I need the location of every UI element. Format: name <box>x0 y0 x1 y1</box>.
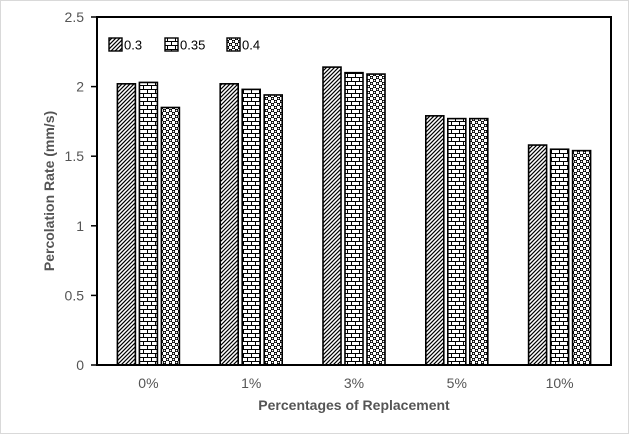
bar-0.4-3% <box>366 73 386 366</box>
bar-0.35-3% <box>344 71 364 366</box>
legend-label-0.4: 0.4 <box>242 38 260 53</box>
y-axis-ticks: 0 0.5 1 1.5 2 2.5 <box>65 9 97 373</box>
legend: 0.3 0.35 0.4 <box>108 37 260 53</box>
x-tick-label: 10% <box>546 375 574 391</box>
bar-0.35-1% <box>241 88 261 366</box>
y-tick-label: 2 <box>76 79 84 95</box>
bar-0.3-3% <box>322 66 342 366</box>
bar-0.3-1% <box>219 83 239 366</box>
legend-swatch-0.3 <box>108 37 123 52</box>
y-tick-label: 0 <box>76 357 84 373</box>
y-tick-label: 2.5 <box>65 9 85 25</box>
bar-0.35-0% <box>138 81 159 366</box>
x-tick-label: 0% <box>138 375 158 391</box>
x-axis-ticks: 0% 1% 3% 5% 10% <box>138 375 573 391</box>
bar-0.4-0% <box>160 106 181 366</box>
bar-0.3-5% <box>424 115 445 366</box>
bar-0.4-1% <box>263 94 284 366</box>
plot-area <box>96 16 612 366</box>
bar-0.4-10% <box>571 149 592 366</box>
y-tick-label: 1 <box>76 218 84 234</box>
x-tick-label: 3% <box>344 375 364 391</box>
bar-0.35-5% <box>446 117 467 366</box>
y-axis-title: Percolation Rate (mm/s) <box>41 111 57 271</box>
bar-0.4-5% <box>468 117 489 366</box>
x-axis-title: Percentages of Replacement <box>258 397 450 413</box>
bars-group <box>116 66 592 366</box>
y-tick-label: 1.5 <box>65 148 85 164</box>
legend-swatch-0.35 <box>164 37 179 52</box>
bar-0.3-10% <box>527 144 548 366</box>
x-tick-label: 5% <box>447 375 467 391</box>
legend-label-0.3: 0.3 <box>124 38 142 53</box>
y-tick-label: 0.5 <box>65 287 85 303</box>
legend-swatch-0.4 <box>226 37 241 52</box>
bar-0.3-0% <box>116 83 137 366</box>
x-tick-label: 1% <box>241 375 261 391</box>
legend-label-0.35: 0.35 <box>180 38 205 53</box>
bar-0.35-10% <box>549 148 570 366</box>
